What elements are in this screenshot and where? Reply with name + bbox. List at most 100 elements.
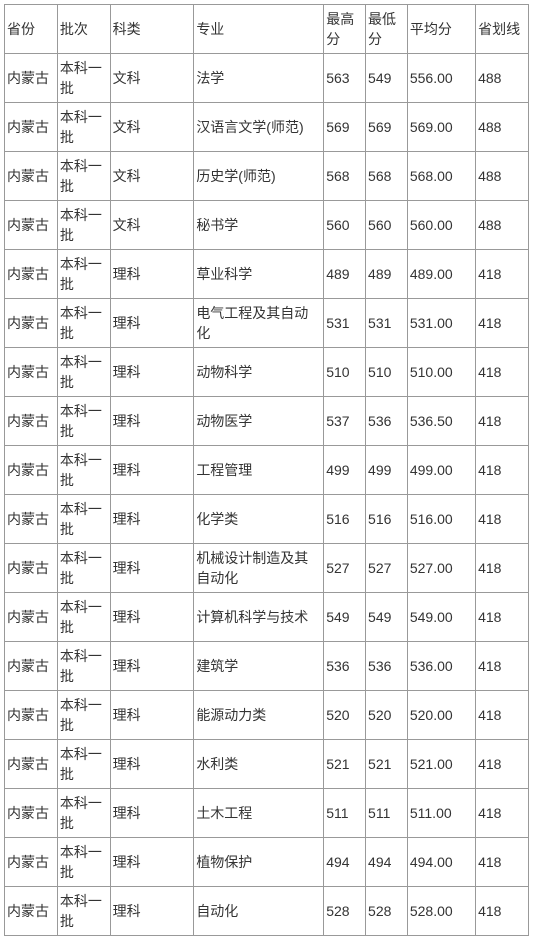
table-cell: 理科 — [110, 740, 194, 789]
table-cell: 528 — [324, 887, 366, 936]
col-header-province: 省份 — [5, 5, 58, 54]
table-cell: 内蒙古 — [5, 544, 58, 593]
table-cell: 531 — [366, 299, 408, 348]
table-cell: 本科一批 — [57, 299, 110, 348]
table-cell: 内蒙古 — [5, 152, 58, 201]
table-cell: 建筑学 — [194, 642, 324, 691]
table-cell: 本科一批 — [57, 348, 110, 397]
table-cell: 488 — [476, 54, 529, 103]
table-cell: 内蒙古 — [5, 103, 58, 152]
table-cell: 520 — [324, 691, 366, 740]
table-cell: 内蒙古 — [5, 593, 58, 642]
table-header-row: 省份 批次 科类 专业 最高分 最低分 平均分 省划线 — [5, 5, 529, 54]
table-cell: 531.00 — [407, 299, 475, 348]
table-cell: 510 — [324, 348, 366, 397]
table-row: 内蒙古本科一批理科动物科学510510510.00418 — [5, 348, 529, 397]
table-cell: 488 — [476, 103, 529, 152]
table-cell: 489 — [324, 250, 366, 299]
table-cell: 536.00 — [407, 642, 475, 691]
table-cell: 水利类 — [194, 740, 324, 789]
table-cell: 内蒙古 — [5, 397, 58, 446]
table-cell: 理科 — [110, 446, 194, 495]
table-row: 内蒙古本科一批文科秘书学560560560.00488 — [5, 201, 529, 250]
table-cell: 工程管理 — [194, 446, 324, 495]
table-cell: 568.00 — [407, 152, 475, 201]
table-cell: 内蒙古 — [5, 299, 58, 348]
col-header-category: 科类 — [110, 5, 194, 54]
col-header-batch: 批次 — [57, 5, 110, 54]
table-cell: 内蒙古 — [5, 348, 58, 397]
table-cell: 556.00 — [407, 54, 475, 103]
table-cell: 418 — [476, 740, 529, 789]
table-cell: 动物科学 — [194, 348, 324, 397]
table-cell: 418 — [476, 691, 529, 740]
table-cell: 568 — [324, 152, 366, 201]
table-cell: 569 — [366, 103, 408, 152]
table-cell: 418 — [476, 642, 529, 691]
table-cell: 531 — [324, 299, 366, 348]
table-cell: 内蒙古 — [5, 642, 58, 691]
table-row: 内蒙古本科一批理科自动化528528528.00418 — [5, 887, 529, 936]
table-cell: 560.00 — [407, 201, 475, 250]
table-cell: 527.00 — [407, 544, 475, 593]
table-cell: 本科一批 — [57, 103, 110, 152]
table-cell: 494 — [366, 838, 408, 887]
table-cell: 内蒙古 — [5, 250, 58, 299]
table-cell: 秘书学 — [194, 201, 324, 250]
table-cell: 520.00 — [407, 691, 475, 740]
table-cell: 418 — [476, 397, 529, 446]
table-cell: 内蒙古 — [5, 495, 58, 544]
table-cell: 本科一批 — [57, 887, 110, 936]
table-cell: 草业科学 — [194, 250, 324, 299]
table-cell: 511 — [366, 789, 408, 838]
table-cell: 本科一批 — [57, 250, 110, 299]
table-cell: 能源动力类 — [194, 691, 324, 740]
table-cell: 488 — [476, 201, 529, 250]
table-cell: 本科一批 — [57, 691, 110, 740]
table-cell: 516 — [324, 495, 366, 544]
table-cell: 536.50 — [407, 397, 475, 446]
table-cell: 494.00 — [407, 838, 475, 887]
table-cell: 536 — [366, 642, 408, 691]
table-cell: 本科一批 — [57, 838, 110, 887]
table-row: 内蒙古本科一批理科植物保护494494494.00418 — [5, 838, 529, 887]
table-row: 内蒙古本科一批理科机械设计制造及其自动化527527527.00418 — [5, 544, 529, 593]
table-cell: 理科 — [110, 887, 194, 936]
table-row: 内蒙古本科一批理科化学类516516516.00418 — [5, 495, 529, 544]
table-cell: 511.00 — [407, 789, 475, 838]
table-cell: 土木工程 — [194, 789, 324, 838]
table-cell: 510 — [366, 348, 408, 397]
table-cell: 计算机科学与技术 — [194, 593, 324, 642]
table-cell: 理科 — [110, 397, 194, 446]
table-cell: 植物保护 — [194, 838, 324, 887]
table-row: 内蒙古本科一批理科动物医学537536536.50418 — [5, 397, 529, 446]
table-cell: 本科一批 — [57, 397, 110, 446]
table-cell: 电气工程及其自动化 — [194, 299, 324, 348]
table-cell: 418 — [476, 446, 529, 495]
table-cell: 理科 — [110, 250, 194, 299]
table-cell: 内蒙古 — [5, 887, 58, 936]
table-cell: 418 — [476, 887, 529, 936]
table-row: 内蒙古本科一批理科计算机科学与技术549549549.00418 — [5, 593, 529, 642]
col-header-major: 专业 — [194, 5, 324, 54]
table-cell: 418 — [476, 348, 529, 397]
table-cell: 本科一批 — [57, 152, 110, 201]
table-cell: 536 — [324, 642, 366, 691]
table-cell: 理科 — [110, 789, 194, 838]
table-cell: 418 — [476, 250, 529, 299]
table-cell: 527 — [366, 544, 408, 593]
table-row: 内蒙古本科一批文科法学563549556.00488 — [5, 54, 529, 103]
table-cell: 418 — [476, 593, 529, 642]
table-cell: 511 — [324, 789, 366, 838]
table-cell: 516.00 — [407, 495, 475, 544]
table-cell: 528.00 — [407, 887, 475, 936]
table-cell: 549 — [324, 593, 366, 642]
table-row: 内蒙古本科一批文科历史学(师范)568568568.00488 — [5, 152, 529, 201]
table-cell: 569 — [324, 103, 366, 152]
table-cell: 521.00 — [407, 740, 475, 789]
table-cell: 内蒙古 — [5, 446, 58, 495]
admission-scores-table: 省份 批次 科类 专业 最高分 最低分 平均分 省划线 内蒙古本科一批文科法学5… — [4, 4, 529, 936]
table-cell: 560 — [324, 201, 366, 250]
table-cell: 521 — [324, 740, 366, 789]
table-cell: 494 — [324, 838, 366, 887]
